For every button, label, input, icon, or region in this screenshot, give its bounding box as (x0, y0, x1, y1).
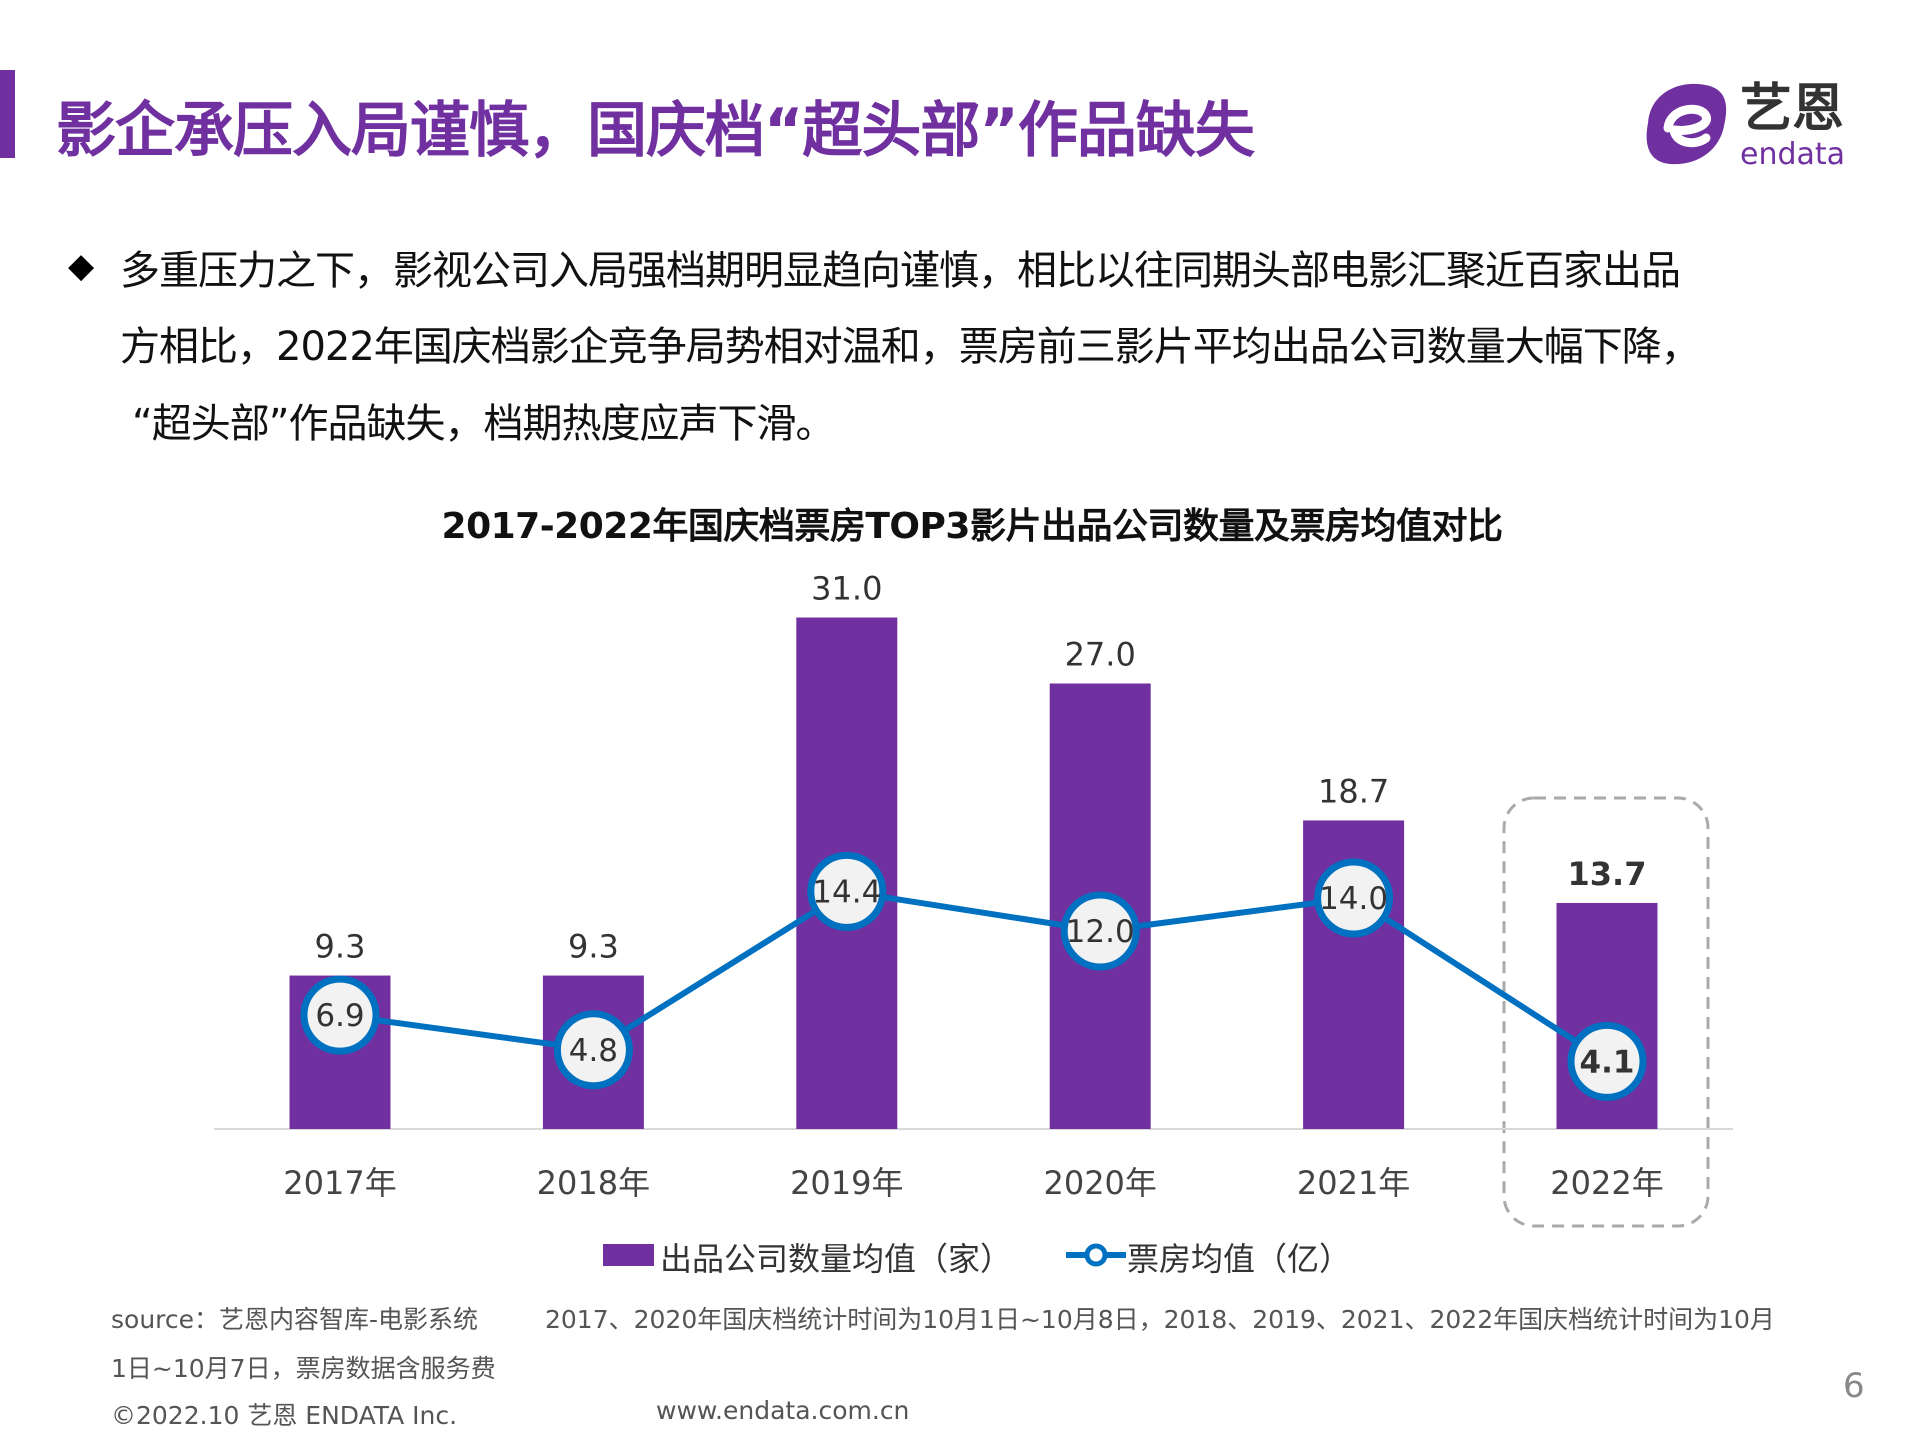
endata-logo: 艺恩 endata (1646, 79, 1845, 170)
website-link[interactable]: www.endata.com.cn (656, 1396, 910, 1425)
point-label: 12.0 (1066, 914, 1135, 950)
x-tick-label: 2017年 (283, 1164, 396, 1202)
diamond-icon: ◆ (68, 246, 95, 286)
x-tick-label: 2020年 (1043, 1164, 1156, 1202)
line-point (1060, 891, 1140, 971)
bullet-line: 多重压力之下，影视公司入局强档期明显趋向谨慎，相比以往同期头部电影汇聚近百家出品 (120, 248, 1681, 294)
logo-text-en: endata (1740, 137, 1845, 170)
bar-label: 31.0 (811, 570, 882, 608)
line-point (553, 1010, 633, 1090)
legend-line-swatch (1066, 1243, 1126, 1267)
point-label: 4.8 (569, 1033, 618, 1069)
chart-title: 2017-2022年国庆档票房TOP3影片出品公司数量及票房均值对比 (441, 506, 1503, 547)
logo-text-cn: 艺恩 (1740, 79, 1844, 139)
point-label: 14.0 (1319, 881, 1388, 917)
highlight-box (1502, 796, 1710, 1228)
note-line: 1日~10月7日，票房数据含服务费 (111, 1354, 496, 1383)
x-tick-label: 2021年 (1297, 1164, 1410, 1202)
x-tick-label: 2019年 (790, 1164, 903, 1202)
source-text: source：艺恩内容智库-电影系统 (111, 1305, 479, 1334)
page-title: 影企承压入局谨慎，国庆档“超头部”作品缺失 (56, 96, 1255, 166)
bar-label: 18.7 (1318, 772, 1389, 810)
bar-label: 27.0 (1065, 636, 1136, 674)
copyright: ©2022.10 艺恩 ENDATA Inc. (111, 1401, 458, 1430)
x-tick-label: 2022年 (1550, 1164, 1663, 1202)
point-label: 14.4 (812, 874, 881, 910)
legend-line-label: 票房均值（亿） (1127, 1240, 1352, 1278)
legend-bar-label: 出品公司数量均值（家） (660, 1240, 1013, 1278)
note-line: 2017、2020年国庆档统计时间为10月1日~10月8日，2018、2019、… (545, 1305, 1775, 1334)
bullet-line: “超头部”作品缺失，档期热度应声下滑。 (132, 401, 835, 447)
page-number: 6 (1843, 1366, 1865, 1406)
bullet-line: 方相比，2022年国庆档影企竞争局势相对温和，票房前三影片平均出品公司数量大幅下… (120, 324, 1701, 370)
point-label: 4.1 (1580, 1044, 1635, 1080)
bar-label: 13.7 (1568, 855, 1647, 893)
x-tick-label: 2018年 (537, 1164, 650, 1202)
bar-label: 9.3 (315, 928, 366, 966)
line-point (1314, 858, 1394, 938)
line-point (300, 975, 380, 1055)
line-point (1567, 1021, 1647, 1101)
title-accent-bar (0, 70, 15, 158)
bar-label: 9.3 (568, 928, 619, 966)
line-point (807, 851, 887, 931)
legend-bar-swatch (603, 1244, 654, 1266)
point-label: 6.9 (315, 998, 364, 1034)
series-line (339, 888, 1609, 1064)
